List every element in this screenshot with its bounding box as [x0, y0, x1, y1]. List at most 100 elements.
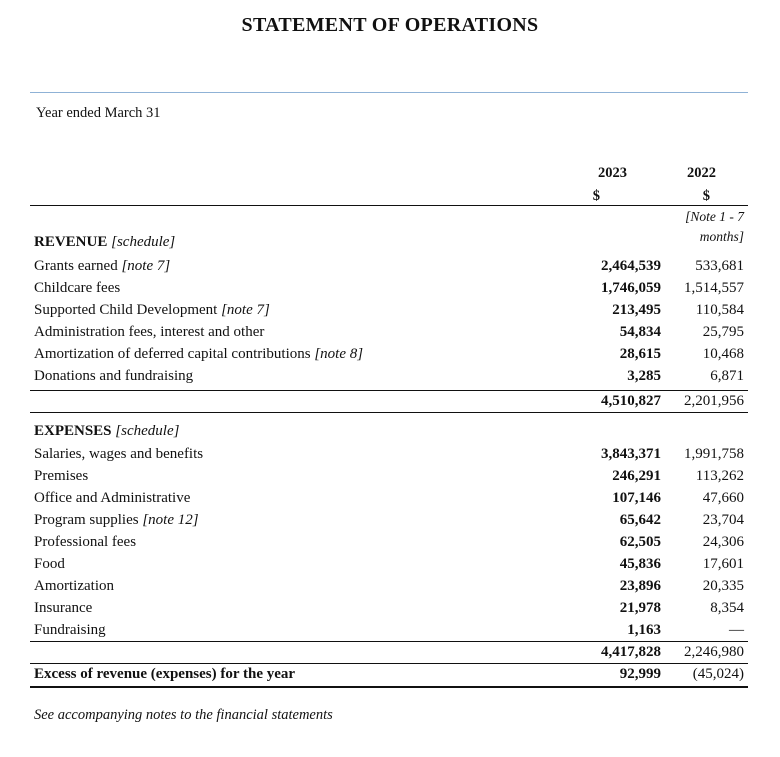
revenue-heading: REVENUE [schedule]	[34, 231, 744, 253]
expense-item-value-2022: 17,601	[702, 556, 744, 572]
expense-item-label-text: Salaries, wages and benefits	[34, 446, 204, 462]
expense-item-label-text: Professional fees	[34, 534, 137, 550]
revenue-item-note: [note 7]	[121, 258, 171, 274]
revenue-item-label: Amortization of deferred capital contrib…	[34, 343, 363, 365]
revenue-item-label-text: Grants earned	[34, 258, 118, 274]
column-header-2022: 2022	[687, 165, 716, 181]
prior-year-note: [Note 1 - 7 months]	[640, 207, 744, 247]
expense-item-row: Professional fees 62,505 24,306	[34, 531, 744, 553]
revenue-item-value-2023: 1,746,059	[601, 280, 661, 296]
revenue-item-label-text: Donations and fundraising	[34, 368, 194, 384]
expense-item-label-text: Program supplies	[34, 512, 139, 528]
revenue-item-value-2022: 10,468	[702, 346, 744, 362]
expense-item-label-text: Insurance	[34, 600, 93, 616]
revenue-total-line	[30, 412, 748, 413]
expense-item-value-2023: 21,978	[619, 600, 661, 616]
revenue-heading-label: REVENUE	[34, 234, 108, 250]
excess-2022: (45,024)	[692, 666, 744, 682]
revenue-item-row: Supported Child Development [note 7] 213,…	[34, 299, 744, 321]
expense-item-value-2023: 23,896	[619, 578, 661, 594]
expense-item-label: Premises	[34, 465, 88, 487]
header-divider	[30, 92, 748, 93]
expense-item-label: Professional fees	[34, 531, 136, 553]
expense-item-value-2022: 113,262	[695, 468, 744, 484]
excess-row: Excess of revenue (expenses) for the yea…	[34, 663, 744, 685]
column-header-2023: 2023	[598, 165, 627, 181]
revenue-item-label-text: Childcare fees	[34, 280, 121, 296]
revenue-item-label: Donations and fundraising	[34, 365, 193, 387]
revenue-item-value-2022: 110,584	[695, 302, 744, 318]
revenue-item-value-2022: 6,871	[710, 368, 744, 384]
excess-2023: 92,999	[619, 666, 661, 682]
expense-item-label: Office and Administrative	[34, 487, 190, 509]
revenue-heading-note: [schedule]	[111, 234, 176, 250]
expense-item-row: Insurance 21,978 8,354	[34, 597, 744, 619]
revenue-subtotal-line	[30, 390, 748, 391]
expense-item-label-text: Food	[34, 556, 65, 572]
expense-item-row: Amortization 23,896 20,335	[34, 575, 744, 597]
revenue-item-value-2023: 54,834	[619, 324, 661, 340]
revenue-item-value-2023: 213,495	[612, 302, 661, 318]
expenses-heading: EXPENSES [schedule]	[34, 420, 744, 442]
revenue-item-label: Administration fees, interest and other	[34, 321, 264, 343]
expense-item-value-2023: 3,843,371	[601, 446, 661, 462]
footnote: See accompanying notes to the financial …	[34, 707, 333, 723]
expense-item-row: Fundraising 1,163 —	[34, 619, 744, 641]
expense-item-row: Office and Administrative 107,146 47,660	[34, 487, 744, 509]
expense-item-row: Salaries, wages and benefits 3,843,371 1,9…	[34, 443, 744, 465]
revenue-item-value-2022: 25,795	[702, 324, 744, 340]
expense-item-label: Insurance	[34, 597, 92, 619]
revenue-item-note: [note 7]	[221, 302, 270, 318]
revenue-item-value-2023: 28,615	[619, 346, 661, 362]
expense-item-row: Program supplies [note 12] 65,642 23,704	[34, 509, 744, 531]
revenue-item-row: Grants earned [note 7] 2,464,539 533,681	[34, 255, 744, 277]
excess-double-line	[30, 686, 748, 688]
revenue-item-row: Donations and fundraising 3,285 6,871	[34, 365, 744, 387]
revenue-item-label-text: Administration fees, interest and other	[34, 324, 265, 340]
expense-item-label: Amortization	[34, 575, 114, 597]
revenue-item-label: Supported Child Development [note 7]	[34, 299, 270, 321]
expenses-total-2022: 2,246,980	[684, 644, 744, 660]
revenue-item-value-2023: 2,464,539	[601, 258, 661, 274]
expense-item-value-2022: —	[729, 622, 744, 638]
revenue-item-value-2023: 3,285	[627, 368, 661, 384]
revenue-item-value-2022: 533,681	[695, 258, 744, 274]
expense-item-label: Salaries, wages and benefits	[34, 443, 203, 465]
revenue-total-2022: 2,201,956	[684, 393, 744, 409]
revenue-item-label-text: Amortization of deferred capital contrib…	[34, 346, 311, 362]
expense-item-value-2023: 107,146	[612, 490, 661, 506]
expense-item-value-2022: 23,704	[702, 512, 744, 528]
prior-year-note-line1: [Note 1 - 7	[685, 209, 744, 224]
expense-item-value-2023: 65,642	[619, 512, 661, 528]
expense-item-label: Program supplies [note 12]	[34, 509, 199, 531]
currency-label-2023: $	[592, 188, 600, 204]
expense-item-value-2022: 20,335	[702, 578, 744, 594]
revenue-item-label-text: Supported Child Development	[34, 302, 218, 318]
expense-item-label-text: Fundraising	[34, 622, 106, 638]
expense-item-value-2023: 246,291	[612, 468, 661, 484]
expense-item-value-2022: 47,660	[702, 490, 744, 506]
revenue-item-row: Administration fees, interest and other 5…	[34, 321, 744, 343]
prior-year-note-line2: months]	[699, 229, 744, 244]
expense-item-label-text: Amortization	[34, 578, 114, 594]
expense-item-value-2022: 1,991,758	[684, 446, 744, 462]
expense-item-value-2023: 45,836	[619, 556, 661, 572]
period-label: Year ended March 31	[36, 105, 161, 121]
expenses-total-2023: 4,417,828	[601, 644, 661, 660]
expense-item-note: [note 12]	[142, 512, 199, 528]
expense-item-row: Food 45,836 17,601	[34, 553, 744, 575]
revenue-item-label: Grants earned [note 7]	[34, 255, 170, 277]
revenue-item-row: Amortization of deferred capital contrib…	[34, 343, 744, 365]
expense-item-label-text: Office and Administrative	[34, 490, 191, 506]
expense-item-row: Premises 246,291 113,262	[34, 465, 744, 487]
expense-item-value-2023: 1,163	[627, 622, 661, 638]
expense-item-value-2022: 24,306	[702, 534, 744, 550]
revenue-item-row: Childcare fees 1,746,059 1,514,557	[34, 277, 744, 299]
expense-item-label-text: Premises	[34, 468, 89, 484]
revenue-total-row: 4,510,827 2,201,956	[34, 390, 744, 412]
expense-item-value-2023: 62,505	[619, 534, 661, 550]
revenue-total-2023: 4,510,827	[601, 393, 661, 409]
expense-item-label: Fundraising	[34, 619, 106, 641]
statement-title: STATEMENT OF OPERATIONS	[241, 14, 539, 36]
header-underline	[30, 205, 748, 206]
